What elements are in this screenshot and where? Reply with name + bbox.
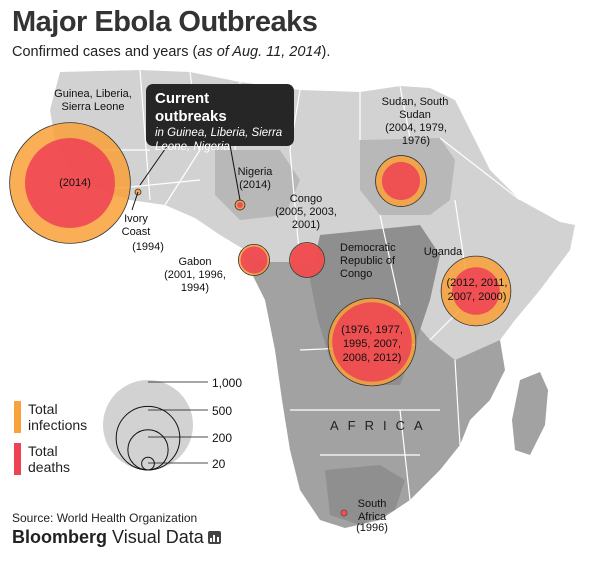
deaths-bubble-uganda	[452, 267, 500, 315]
label-congo: Congo	[289, 193, 323, 205]
current-outbreaks-callout: Current outbreaks in Guinea, Liberia, Si…	[146, 84, 294, 153]
deaths-bubble-congo	[290, 243, 324, 277]
callout-subtitle: in Guinea, Liberia, Sierra Leone, Nigeri…	[155, 127, 283, 153]
label-uganda: Uganda	[423, 246, 463, 258]
subtitle-text: Confirmed cases and years (	[12, 44, 198, 60]
years-gabon: (2001, 1996, 1994)	[164, 269, 226, 294]
years-west-africa: (2014)	[59, 177, 91, 189]
subtitle-end: ).	[321, 44, 331, 60]
years-congo: (2005, 2003, 2001)	[275, 206, 337, 231]
ivory-coast-pointer	[131, 191, 139, 211]
chart-subtitle: Confirmed cases and years (as of Aug. 11…	[12, 44, 330, 60]
chart-title: Major Ebola Outbreaks	[12, 6, 318, 38]
years-drc: (1976, 1977, 1995, 2007, 2008, 2012)	[341, 324, 403, 364]
scale-label-20: 20	[212, 457, 226, 471]
brand-bold: Bloomberg	[12, 527, 108, 547]
years-nigeria: (2014)	[239, 179, 271, 191]
region-label-africa: AFRICA	[330, 418, 432, 433]
label-ivory-coast: Ivory Coast	[121, 213, 151, 238]
label-gabon: Gabon	[178, 256, 212, 268]
years-uganda: (2012, 2011, 2007, 2000)	[446, 277, 508, 303]
brand-regular: Visual Data	[107, 527, 204, 547]
scale-label-200: 200	[212, 431, 233, 445]
southern-africa-land	[240, 250, 505, 528]
years-south-africa: (1996)	[356, 522, 388, 534]
scale-label-1000: 1,000	[212, 376, 243, 390]
legend-infections-label: Total infections	[28, 401, 88, 433]
scale-circle-1000	[103, 380, 193, 470]
madagascar-land	[512, 372, 548, 455]
deaths-bubble-sudan	[381, 161, 421, 201]
legend-deaths-swatch	[14, 443, 21, 475]
callout-pointer-west	[139, 141, 171, 186]
label-drc: Democratic Republic of Congo	[340, 242, 396, 280]
deaths-bubble-south-africa	[341, 510, 347, 516]
label-sudan: Sudan, South Sudan	[381, 96, 449, 121]
deaths-bubble-gabon	[240, 246, 268, 274]
label-south-africa: South Africa	[357, 498, 387, 523]
scale-label-500: 500	[212, 404, 233, 418]
outbreak-bubbles	[9, 122, 512, 517]
deaths-bubble-drc	[332, 302, 412, 382]
years-sudan: (2004, 1979, 1976)	[385, 122, 447, 147]
legend-scale	[103, 380, 208, 471]
callout-pointer-nigeria	[229, 144, 241, 201]
deaths-bubble-west-africa	[25, 138, 115, 228]
callout-title: Current outbreaks	[155, 90, 227, 125]
legend-infections-swatch	[14, 401, 21, 433]
source-note: Source: World Health Organization	[12, 511, 198, 525]
label-nigeria: Nigeria	[237, 166, 273, 178]
bar-chart-icon	[207, 531, 221, 544]
brand-logo: Bloomberg Visual Data	[12, 527, 221, 548]
deaths-bubble-nigeria	[237, 202, 243, 208]
pointer-lines	[131, 141, 241, 211]
years-ivory-coast: (1994)	[132, 241, 164, 253]
scale-circle-20	[141, 456, 155, 471]
label-west-africa: Guinea, Liberia, Sierra Leone	[54, 88, 132, 113]
subtitle-date: as of Aug. 11, 2014	[197, 44, 322, 60]
legend-deaths-label: Total deaths	[28, 443, 71, 475]
